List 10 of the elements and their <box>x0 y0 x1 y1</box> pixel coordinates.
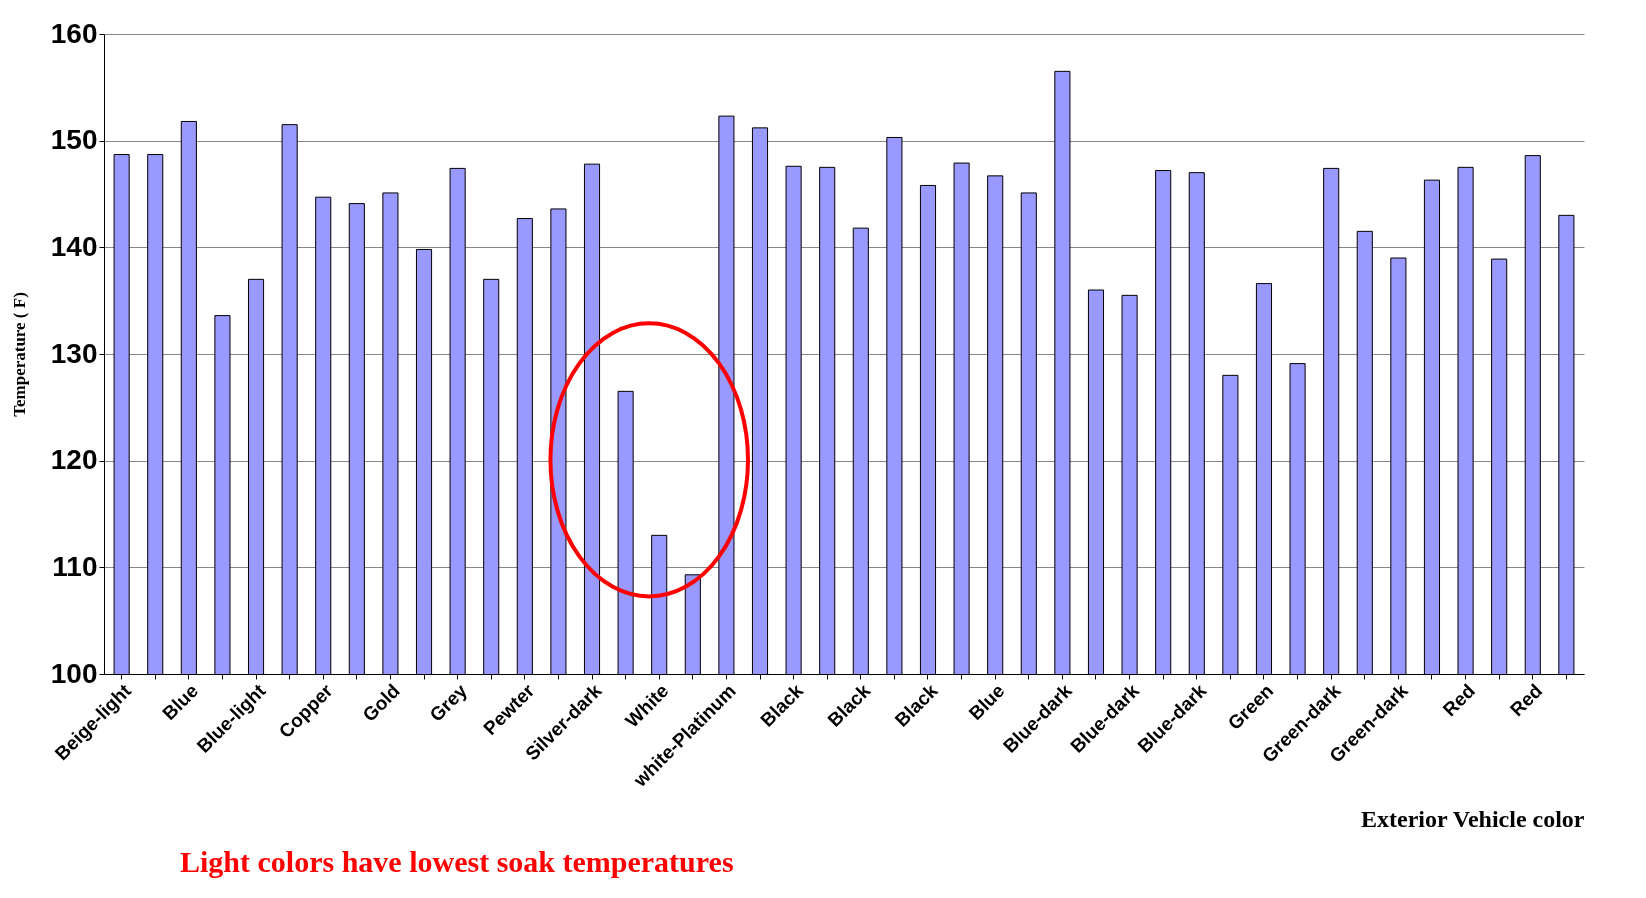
y-tick-label: 130 <box>50 337 98 369</box>
y-tick-label: 160 <box>50 17 98 49</box>
y-tick-label: 110 <box>52 550 98 582</box>
y-tick-label: 140 <box>50 230 98 262</box>
text: Light colors have lowest soak temperatures <box>180 845 734 879</box>
y-tick-label: 150 <box>50 124 98 156</box>
y-axis-title: Temperature ( F) <box>9 292 29 417</box>
y-tick-label: 100 <box>50 657 98 689</box>
y-tick-label: 120 <box>50 444 98 476</box>
x-axis-title: Exterior Vehicle color <box>1361 806 1585 833</box>
